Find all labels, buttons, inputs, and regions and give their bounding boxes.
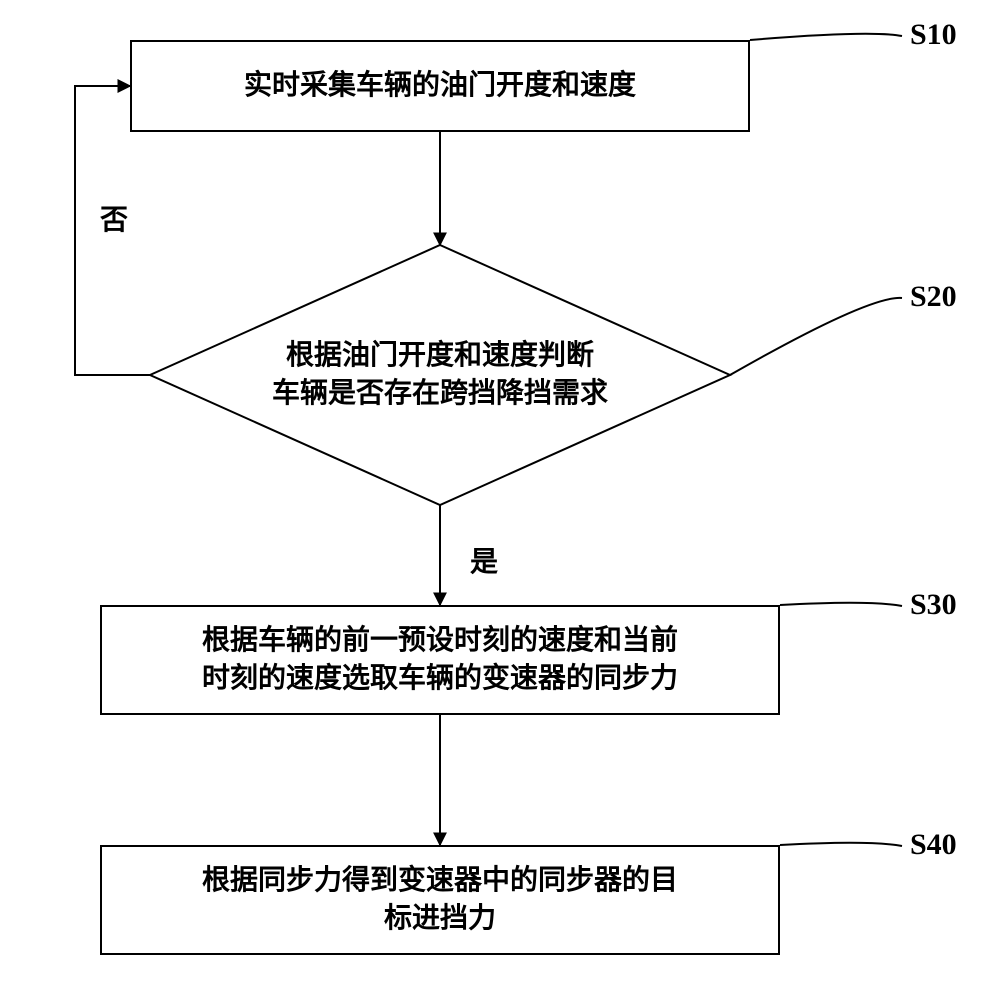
decision-s20: 根据油门开度和速度判断车辆是否存在跨挡降挡需求 xyxy=(150,245,730,505)
decision-s20-text: 根据油门开度和速度判断车辆是否存在跨挡降挡需求 xyxy=(272,337,608,413)
flowchart-canvas: 实时采集车辆的油门开度和速度 根据油门开度和速度判断车辆是否存在跨挡降挡需求 根… xyxy=(0,0,1000,997)
process-s40-text: 根据同步力得到变速器中的同步器的目标进挡力 xyxy=(202,862,678,938)
step-tag-s20: S20 xyxy=(910,280,957,314)
edge-label-no: 否 xyxy=(100,198,128,238)
step-tag-s10: S10 xyxy=(910,18,957,52)
process-s30: 根据车辆的前一预设时刻的速度和当前时刻的速度选取车辆的变速器的同步力 xyxy=(100,605,780,715)
step-tag-s40: S40 xyxy=(910,828,957,862)
process-s10-text: 实时采集车辆的油门开度和速度 xyxy=(244,67,636,105)
process-s40: 根据同步力得到变速器中的同步器的目标进挡力 xyxy=(100,845,780,955)
edge-label-yes: 是 xyxy=(470,540,498,580)
step-tag-s30: S30 xyxy=(910,588,957,622)
process-s10: 实时采集车辆的油门开度和速度 xyxy=(130,40,750,132)
process-s30-text: 根据车辆的前一预设时刻的速度和当前时刻的速度选取车辆的变速器的同步力 xyxy=(202,622,678,698)
